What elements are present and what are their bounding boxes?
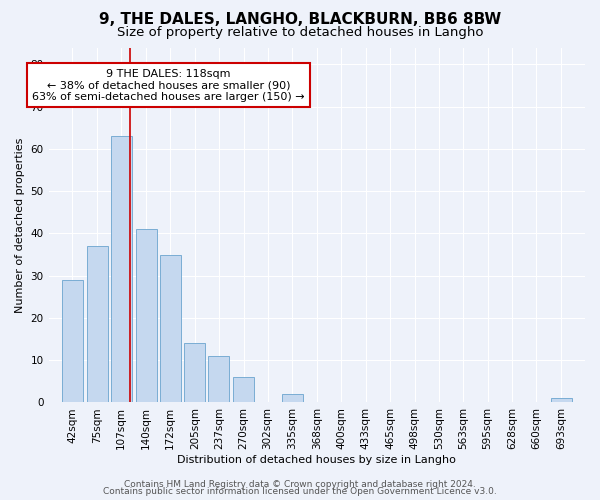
Text: 9 THE DALES: 118sqm
← 38% of detached houses are smaller (90)
63% of semi-detach: 9 THE DALES: 118sqm ← 38% of detached ho… bbox=[32, 68, 305, 102]
Bar bbox=[87, 246, 108, 402]
Bar bbox=[208, 356, 229, 403]
Bar bbox=[136, 229, 157, 402]
Bar bbox=[551, 398, 572, 402]
Bar bbox=[184, 344, 205, 402]
Y-axis label: Number of detached properties: Number of detached properties bbox=[15, 138, 25, 312]
Bar bbox=[160, 254, 181, 402]
Text: 9, THE DALES, LANGHO, BLACKBURN, BB6 8BW: 9, THE DALES, LANGHO, BLACKBURN, BB6 8BW bbox=[99, 12, 501, 28]
Text: Contains HM Land Registry data © Crown copyright and database right 2024.: Contains HM Land Registry data © Crown c… bbox=[124, 480, 476, 489]
Bar bbox=[111, 136, 132, 402]
Bar bbox=[62, 280, 83, 402]
X-axis label: Distribution of detached houses by size in Langho: Distribution of detached houses by size … bbox=[178, 455, 456, 465]
Text: Size of property relative to detached houses in Langho: Size of property relative to detached ho… bbox=[117, 26, 483, 39]
Text: Contains public sector information licensed under the Open Government Licence v3: Contains public sector information licen… bbox=[103, 488, 497, 496]
Bar bbox=[233, 377, 254, 402]
Bar bbox=[282, 394, 303, 402]
